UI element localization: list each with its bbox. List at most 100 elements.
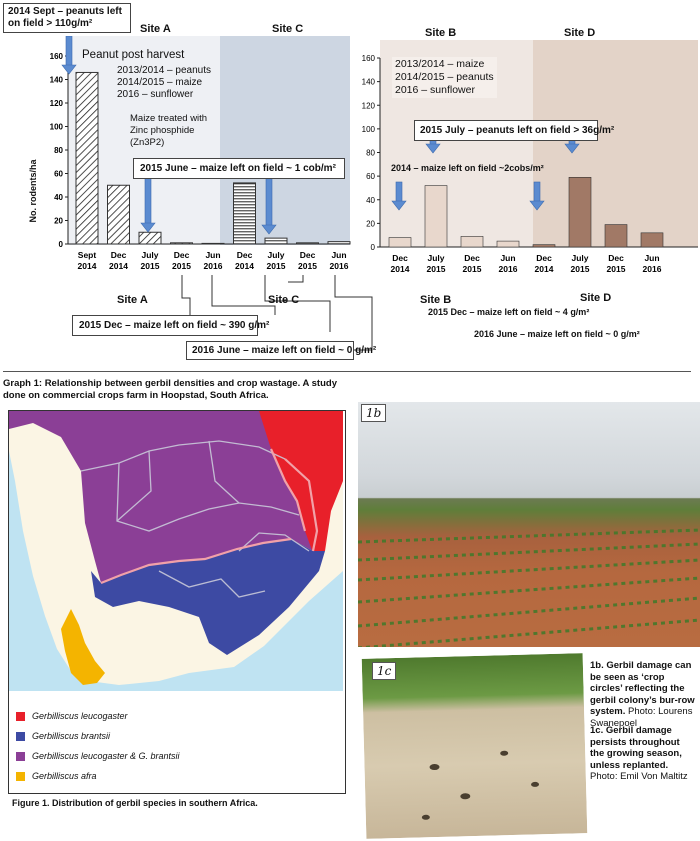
note-jun-2016: 2016 June – maize left on field ~ 0 g/m²: [474, 329, 640, 339]
bar-site-a: [75, 71, 99, 245]
july-peanuts-callout: 2015 July – peanuts left on field > 36g/…: [414, 120, 614, 141]
y-tick-label: 100: [362, 125, 376, 134]
crop-history-a-3: 2016 – sunflower: [117, 89, 194, 100]
bar-site-d: [568, 177, 592, 248]
photo-1c-burrows: [359, 651, 590, 841]
arrow-sept-head: [61, 64, 77, 75]
bar-site-d: [640, 232, 664, 248]
site-c-bottom-label: Site C: [268, 294, 300, 306]
arrow-dec-b-shaft: [395, 181, 403, 203]
crop-history-a: 2013/2014 – peanuts 2014/2015 – maize 20…: [117, 65, 211, 101]
caption-1b: 1b. Gerbil damage can be seen as ‘crop c…: [590, 660, 695, 729]
x-tick-label: Sept: [78, 250, 97, 260]
bar-site-c: [327, 241, 351, 245]
range-brantsii: [91, 539, 325, 655]
x-tick-label: Dec: [536, 253, 552, 263]
caption-1c-credit: Photo: Emil Von Maltitz: [590, 771, 688, 782]
crop-history-a-1: 2013/2014 – peanuts: [117, 65, 211, 76]
x-tick-year: 2015: [463, 264, 482, 274]
range-leucogaster: [259, 411, 343, 553]
x-tick-label: Dec: [237, 250, 253, 260]
bar-site-b: [388, 237, 412, 248]
chart-sites-a-c: 020406080100120140160Sept2014Dec2014July…: [50, 36, 351, 271]
x-tick-label: Dec: [464, 253, 480, 263]
site-d-top-label: Site D: [564, 27, 596, 39]
legend-item: Gerbilliscus leucogaster: [16, 711, 128, 721]
x-tick-year: 2015: [607, 264, 626, 274]
y-tick-label: 120: [362, 101, 376, 110]
y-tick-label: 80: [366, 149, 375, 158]
chart-sites-b-d: 020406080100120140160Dec2014July2015Dec2…: [362, 40, 698, 274]
arrow-dec-b-head: [391, 200, 407, 211]
badge-1b: 1b: [361, 404, 387, 422]
badge-1c: 1c: [372, 662, 397, 680]
x-tick-year: 2015: [267, 261, 286, 271]
y-tick-label: 160: [50, 52, 64, 61]
arrow-july-a-shaft: [144, 175, 152, 225]
graph-caption: Graph 1: Relationship between gerbil den…: [3, 378, 337, 401]
y-tick-label: 80: [54, 146, 63, 155]
arrow-july-c-shaft: [265, 175, 273, 227]
bar-site-d: [532, 244, 556, 248]
site-b-top-label: Site B: [425, 27, 457, 39]
crop-history-b: 2013/2014 – maize 2014/2015 – peanuts 20…: [392, 57, 497, 98]
gerbil-distribution-map: [9, 411, 343, 691]
bar-site-c: [264, 237, 288, 245]
y-tick-label: 120: [50, 99, 64, 108]
arrow-july-d-head: [564, 143, 580, 154]
crop-history-b-1: 2013/2014 – maize: [395, 58, 485, 70]
arrow-july-a-head: [140, 222, 156, 233]
range-leucogaster-brantsii: [9, 411, 317, 583]
legend-label: Gerbilliscus leucogaster & G. brantsii: [32, 751, 180, 761]
crop-history-b-3: 2016 – sunflower: [395, 84, 475, 96]
y-tick-label: 160: [362, 54, 376, 63]
site-b-bottom-label: Site B: [420, 294, 452, 306]
y-tick-label: 0: [371, 243, 376, 252]
legend-swatch: [16, 711, 25, 721]
map-caption: Figure 1. Distribution of gerbil species…: [12, 798, 258, 808]
x-tick-label: Jun: [500, 253, 515, 263]
caption-1c: 1c. Gerbil damage persists throughout th…: [590, 725, 695, 783]
peanut-post-harvest-label: Peanut post harvest: [82, 49, 185, 61]
y-tick-label: 140: [362, 78, 376, 87]
x-tick-year: 2015: [298, 261, 317, 271]
arrow-sept-shaft: [65, 36, 73, 67]
treatment-note-2: Zinc phosphide: [130, 125, 195, 136]
note-dec-2015: 2015 Dec – maize left on field ~ 4 g/m²: [428, 307, 590, 317]
treatment-note-3: (Zn3P2): [130, 137, 165, 148]
bar-site-a: [201, 242, 225, 245]
x-tick-label: Jun: [644, 253, 659, 263]
x-tick-label: Dec: [608, 253, 624, 263]
caption-1b-text: 1b. Gerbil damage can be seen as ‘crop c…: [590, 660, 695, 717]
bar-site-c: [233, 182, 256, 245]
y-tick-label: 40: [366, 196, 375, 205]
site-a-top-label: Site A: [140, 23, 171, 35]
x-tick-label: July: [571, 253, 588, 263]
bar-site-a: [138, 231, 162, 245]
range-afra: [61, 609, 105, 685]
legend-label: Gerbilliscus leucogaster: [32, 711, 128, 721]
x-tick-label: Jun: [331, 250, 346, 260]
callout-connectors: [181, 275, 373, 351]
peanut-callout: 2014 Sept – peanuts left on field > 110g…: [3, 3, 131, 33]
legend-item: Gerbilliscus brantsii: [16, 731, 110, 741]
site-d-bottom-label: Site D: [580, 292, 612, 304]
divider: [3, 371, 691, 372]
site-c-top-label: Site C: [272, 23, 304, 35]
x-tick-label: Dec: [111, 250, 127, 260]
dec-maize-note: 2014 – maize left on field ~2cobs/m²: [391, 163, 544, 173]
dec-390-callout: 2015 Dec – maize left on field ~ 390 g/m…: [72, 315, 269, 336]
legend-label: Gerbilliscus brantsii: [32, 731, 111, 741]
x-tick-year: 2015: [427, 264, 446, 274]
bar-site-d: [604, 224, 628, 248]
x-tick-label: Dec: [174, 250, 190, 260]
bar-site-b: [460, 236, 484, 248]
arrow-dec-d-shaft: [533, 181, 541, 203]
arrow-july-c-head: [261, 224, 277, 235]
x-tick-label: Dec: [392, 253, 408, 263]
y-tick-label: 140: [50, 76, 64, 85]
legend-swatch: [16, 751, 25, 761]
june-maize-callout: 2015 June – maize left on field ~ 1 cob/…: [133, 158, 345, 179]
x-tick-label: July: [267, 250, 284, 260]
bar-site-b: [424, 185, 448, 248]
